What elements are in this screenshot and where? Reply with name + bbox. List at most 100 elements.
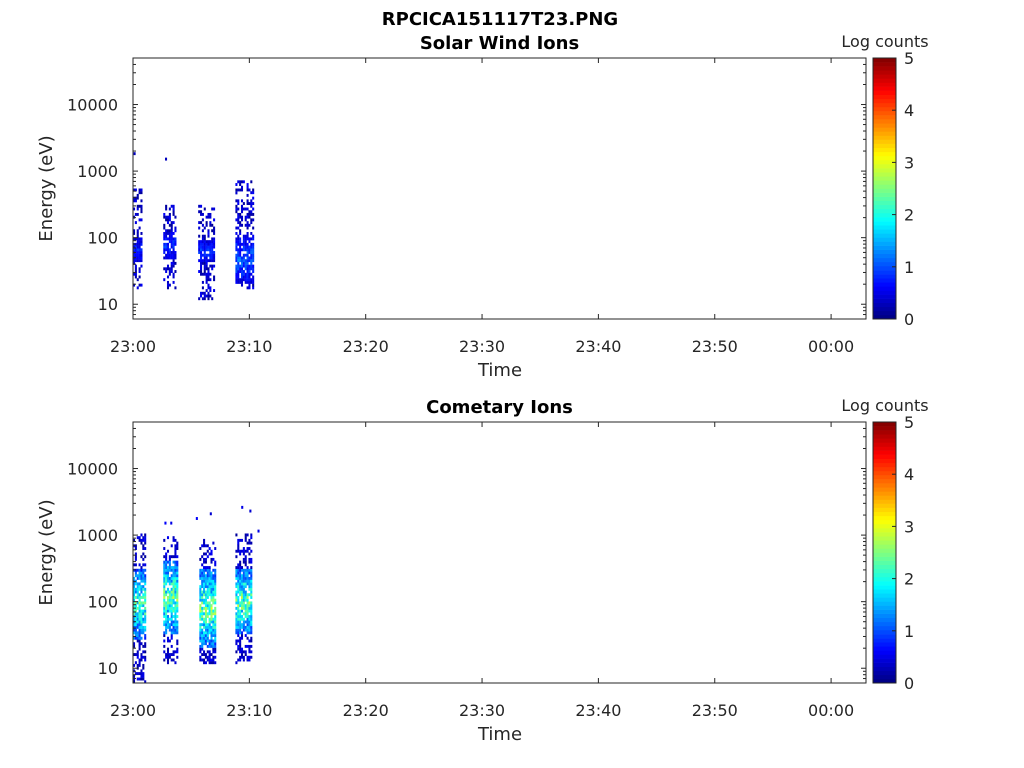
spectrogram-cell xyxy=(205,278,208,282)
spectrogram-cell xyxy=(136,193,139,197)
colorbar-segment xyxy=(873,642,896,647)
spectrogram-cell xyxy=(172,251,175,254)
spectrogram-cell xyxy=(140,204,143,208)
spectrogram-cell xyxy=(201,576,204,580)
spectrogram-cell xyxy=(136,248,139,252)
spectrogram-cell xyxy=(237,609,240,613)
spectrogram-cell xyxy=(136,278,139,282)
spectrogram-cell xyxy=(211,264,214,268)
x-tick-label: 23:40 xyxy=(575,337,621,356)
spectrogram-cell xyxy=(140,601,143,605)
colorbar-tick-label: 2 xyxy=(904,570,914,589)
spectrogram-cell xyxy=(237,272,240,276)
spectrogram-cell xyxy=(239,280,242,284)
spectrogram-cell xyxy=(235,259,238,263)
colorbar-segment xyxy=(873,564,896,570)
spectrogram-cell xyxy=(214,631,217,635)
colorbar-segment xyxy=(873,556,896,561)
spectrogram-cell xyxy=(203,582,206,586)
spectrogram-cell xyxy=(207,215,210,219)
spectrogram-cell xyxy=(204,593,207,597)
spectrogram-cell xyxy=(133,596,136,599)
spectrogram-cell xyxy=(142,663,145,667)
spectrogram-cell xyxy=(242,547,245,550)
spectrogram-cell xyxy=(207,259,210,263)
spectrogram-cell xyxy=(246,188,249,192)
spectrogram-cell xyxy=(142,596,145,599)
spectrogram-cell xyxy=(142,666,145,670)
spectrogram-cell xyxy=(166,636,170,640)
colorbar-segment xyxy=(873,180,896,185)
colorbar-segment xyxy=(873,62,896,67)
spectrogram-cell xyxy=(166,280,170,284)
spectrogram-cell xyxy=(170,226,173,230)
spectrogram-cell xyxy=(203,636,206,640)
spectrogram-cell xyxy=(235,628,238,632)
spectrogram-cell xyxy=(246,245,249,249)
colorbar-segment xyxy=(873,491,896,496)
spectrogram-cell xyxy=(201,579,204,583)
spectrogram-cell xyxy=(138,628,141,632)
spectrogram-cell xyxy=(138,248,141,252)
spectrogram-cell xyxy=(142,563,145,567)
spectrogram-cell xyxy=(138,601,141,605)
spectrogram-cell xyxy=(212,568,215,572)
spectrogram-cell xyxy=(166,576,170,580)
spectrogram-cell xyxy=(200,245,203,249)
spectrogram-cell xyxy=(204,617,207,621)
spectrogram-cell xyxy=(168,576,171,580)
spectrogram-cell xyxy=(248,568,251,572)
y-tick-label: 1000 xyxy=(77,162,118,181)
spectrogram-cell xyxy=(250,631,253,635)
spectrogram-cell xyxy=(237,226,240,230)
spectrogram-cell xyxy=(199,628,202,632)
spectrogram-cell xyxy=(237,590,240,594)
colorbar-segment xyxy=(873,422,896,427)
spectrogram-cell xyxy=(203,272,206,276)
spectrogram-cell xyxy=(172,596,175,599)
spectrogram-cell xyxy=(136,606,139,610)
spectrogram-cell xyxy=(170,256,173,260)
spectrogram-cell xyxy=(214,563,217,567)
spectrogram-cell xyxy=(250,606,253,610)
spectrogram-cell xyxy=(203,237,206,241)
spectrogram-cell xyxy=(235,606,238,610)
spectrogram-cell xyxy=(164,521,167,525)
spectrogram-cell xyxy=(246,617,249,621)
spectrogram-cell xyxy=(242,568,245,572)
spectrogram-cell xyxy=(252,226,255,230)
spectrogram-cell xyxy=(211,251,214,254)
spectrogram-cell xyxy=(201,582,204,586)
spectrogram-cell xyxy=(142,672,145,676)
spectrogram-cell xyxy=(134,628,137,632)
spectrogram-cell xyxy=(170,653,173,657)
spectrogram-cell xyxy=(140,218,143,222)
colorbar-segment xyxy=(873,678,896,684)
spectrogram-cell xyxy=(172,259,175,263)
spectrogram-cell xyxy=(209,294,212,298)
spectrogram-cell xyxy=(136,576,139,580)
spectrogram-cell xyxy=(168,237,171,241)
spectrogram-cell xyxy=(235,642,238,646)
spectrogram-cell xyxy=(250,272,253,276)
spectrogram-cell xyxy=(206,587,209,591)
spectrogram-cell xyxy=(237,606,240,610)
spectrogram-cell xyxy=(170,636,173,640)
spectrogram-cell xyxy=(201,272,204,276)
spectrogram-cell xyxy=(242,655,245,659)
spectrogram-cell xyxy=(174,650,177,654)
spectrogram-cell xyxy=(206,604,209,608)
spectrogram-cell xyxy=(134,636,137,640)
spectrogram-cell xyxy=(248,267,251,271)
spectrogram-cell xyxy=(237,623,240,627)
spectrogram-cell xyxy=(250,566,253,570)
spectrogram-cell xyxy=(138,283,141,287)
spectrogram-cell xyxy=(207,278,210,282)
spectrogram-cell xyxy=(204,560,207,564)
spectrogram-cell xyxy=(244,568,247,572)
colorbar-segment xyxy=(873,298,896,303)
spectrogram-cell xyxy=(176,598,179,602)
spectrogram-cell xyxy=(168,212,171,216)
spectrogram-cell xyxy=(203,270,206,273)
spectrogram-cell xyxy=(239,644,242,648)
